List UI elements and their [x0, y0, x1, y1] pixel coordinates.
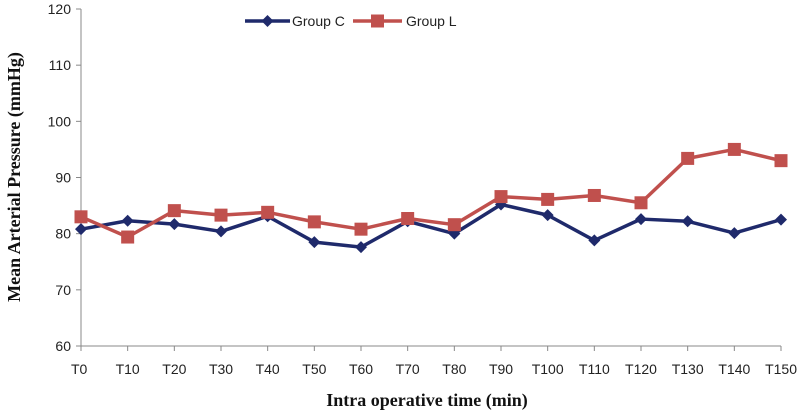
x-tick-label: T110	[579, 361, 610, 377]
y-tick-label: 90	[55, 170, 71, 186]
data-point	[541, 209, 554, 222]
data-point	[167, 204, 181, 218]
data-point	[587, 188, 601, 202]
x-tick-label: T30	[209, 361, 233, 377]
series-group-c	[75, 198, 787, 254]
data-point	[355, 241, 367, 254]
x-tick-label: T40	[256, 361, 280, 377]
x-tick-label: T100	[532, 361, 564, 377]
data-point	[308, 236, 321, 249]
y-tick-label: 110	[49, 57, 72, 73]
data-point	[681, 151, 695, 165]
x-axis-title: Intra operative time (min)	[326, 390, 527, 411]
data-point	[774, 154, 788, 168]
data-point	[75, 223, 87, 236]
data-point	[494, 190, 508, 204]
data-point	[214, 208, 228, 222]
x-tick-label: T70	[396, 361, 420, 377]
data-point	[401, 212, 415, 226]
data-point	[307, 215, 321, 229]
y-tick-label: 70	[55, 282, 71, 298]
legend-marker	[371, 14, 384, 28]
x-axis: T0 T10 T20 T30 T40 T50 T60 T70 T80 T90 T100 T110 T12…	[71, 345, 797, 377]
data-point	[74, 210, 88, 224]
data-point	[681, 215, 694, 228]
data-point	[775, 213, 787, 226]
data-point	[727, 142, 741, 156]
y-axis-title: Mean Arterial Pressure (mmHg)	[4, 52, 25, 302]
series-line	[80, 202, 782, 249]
x-tick-label: T80	[442, 361, 466, 377]
series-layer	[74, 142, 788, 254]
x-tick-label: T150	[765, 361, 797, 377]
data-point	[634, 196, 648, 210]
data-point	[261, 205, 275, 219]
data-point	[121, 230, 135, 244]
legend-label: Group L	[406, 13, 457, 29]
x-tick-label: T50	[302, 361, 326, 377]
legend-marker	[261, 15, 274, 27]
data-point	[121, 214, 134, 227]
data-point	[588, 234, 601, 247]
x-tick-label: T140	[718, 361, 750, 377]
x-tick-label: T90	[489, 361, 513, 377]
x-tick-label: T10	[116, 361, 140, 377]
x-tick-label: T120	[625, 361, 657, 377]
legend-item-group-l: Group L	[353, 13, 457, 29]
x-tick-label: T20	[162, 361, 186, 377]
series-line	[80, 147, 782, 239]
legend-label: Group C	[292, 13, 345, 29]
y-tick-label: 120	[48, 1, 72, 17]
data-point	[541, 192, 555, 206]
y-tick-label: 100	[48, 113, 72, 129]
data-point	[728, 227, 741, 240]
x-tick-label: T60	[349, 361, 373, 377]
data-point	[215, 225, 227, 238]
x-tick-label: T0	[71, 361, 88, 377]
y-tick-label: 60	[55, 338, 71, 354]
data-point	[447, 218, 461, 232]
legend-item-group-c: Group C	[245, 13, 345, 29]
series-group-l	[74, 142, 788, 244]
data-point	[354, 222, 368, 236]
data-point	[635, 213, 647, 226]
x-tick-label: T130	[672, 361, 704, 377]
data-point	[168, 218, 181, 231]
legend: Group C Group L	[245, 13, 457, 29]
y-axis: 60 70 80 90 100 110 120	[48, 1, 82, 354]
y-tick-label: 80	[55, 226, 71, 242]
